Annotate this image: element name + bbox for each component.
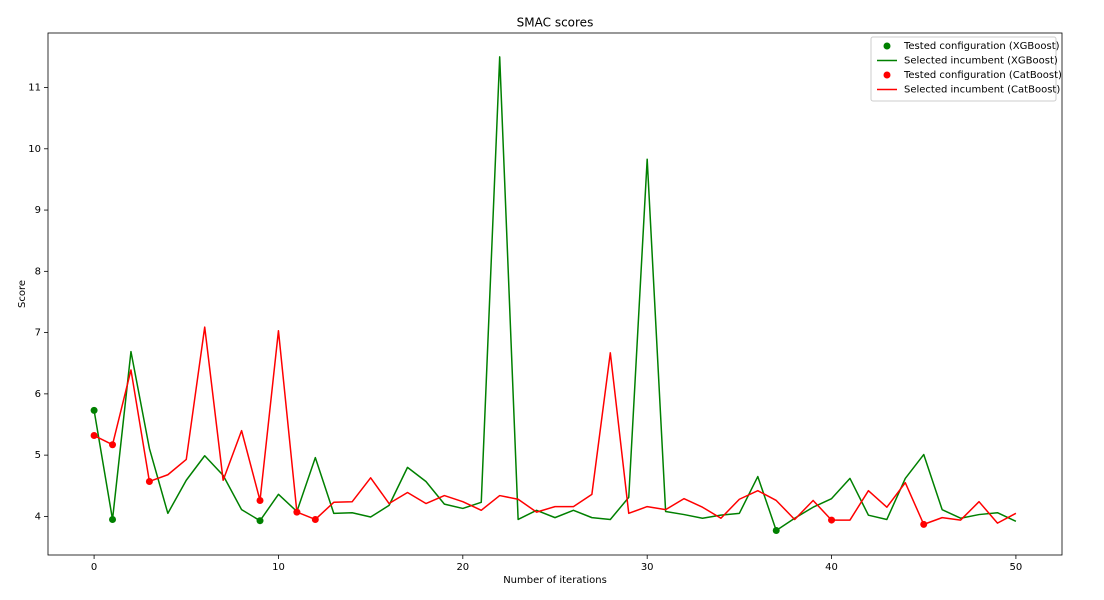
- scatter-point: [772, 526, 780, 534]
- series-line: [93, 56, 1017, 532]
- chart-title: SMAC scores: [517, 16, 594, 30]
- x-tick-label: 40: [825, 562, 838, 573]
- y-tick-label: 11: [28, 83, 41, 94]
- series-line: [93, 326, 1017, 526]
- x-tick-label: 20: [456, 562, 469, 573]
- y-axis-label: Score: [17, 280, 28, 308]
- x-tick-label: 50: [1010, 562, 1023, 573]
- scatter-point: [256, 517, 264, 525]
- legend-marker: [883, 42, 891, 50]
- x-axis-label: Number of iterations: [503, 575, 607, 586]
- scatter-point: [311, 515, 319, 523]
- y-tick-label: 7: [35, 328, 41, 339]
- y-tick-label: 10: [28, 144, 41, 155]
- legend-label: Tested configuration (XGBoost): [903, 41, 1060, 52]
- scatter-point: [109, 515, 117, 523]
- y-tick-label: 9: [35, 205, 41, 216]
- y-tick-label: 6: [35, 389, 41, 400]
- plot-frame: [47, 32, 1063, 556]
- scatter-point: [256, 496, 264, 504]
- y-tick-label: 5: [35, 450, 41, 461]
- scatter-point: [90, 432, 98, 440]
- legend-label: Selected incumbent (XGBoost): [904, 56, 1058, 67]
- scatter-point: [293, 508, 301, 516]
- legend-box: [870, 36, 1057, 102]
- legend-marker: [883, 71, 891, 79]
- scatter-point: [828, 516, 836, 524]
- y-tick-label: 8: [35, 266, 41, 277]
- scatter-point: [145, 477, 153, 485]
- x-tick-label: 10: [272, 562, 285, 573]
- scatter-point: [109, 441, 117, 449]
- scatter-point: [90, 406, 98, 414]
- legend-label: Selected incumbent (CatBoost): [904, 85, 1060, 96]
- scatter-point: [920, 520, 928, 528]
- y-tick-label: 4: [35, 511, 41, 522]
- x-tick-label: 30: [641, 562, 654, 573]
- x-tick-label: 0: [91, 562, 97, 573]
- legend-label: Tested configuration (CatBoost): [903, 70, 1062, 81]
